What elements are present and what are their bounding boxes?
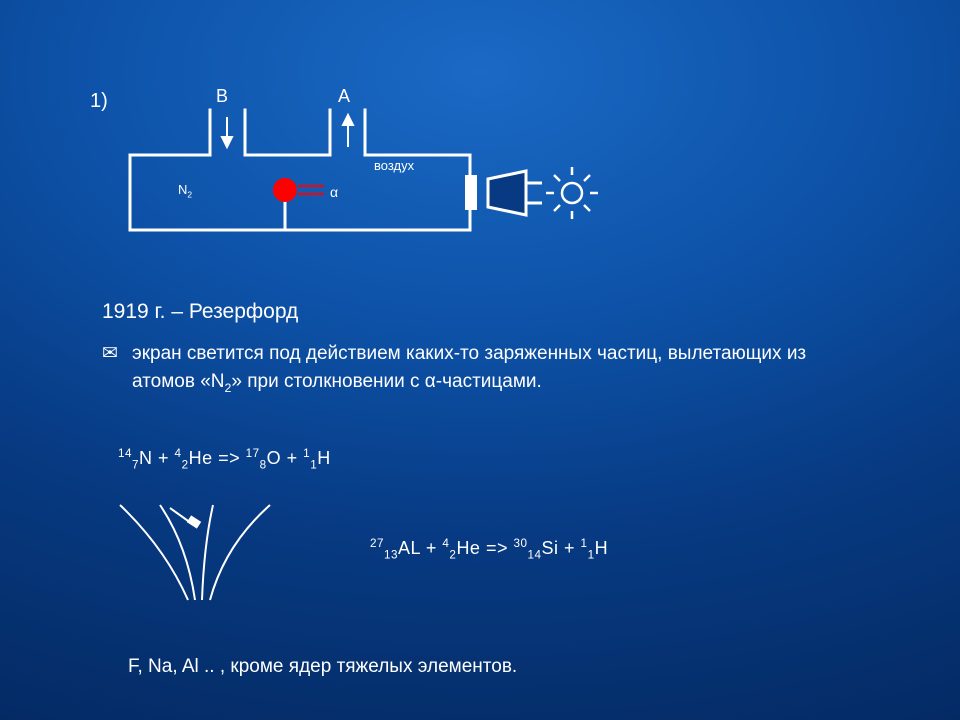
slide-number: 1) [90, 90, 108, 113]
arrow-up-icon [343, 115, 353, 147]
slide: 1) [0, 0, 960, 720]
eye-icon [546, 167, 598, 219]
bullet-text: экран светится под действием каких-то за… [132, 340, 872, 395]
apparatus-diagram [110, 75, 600, 255]
label-n2: N2 [178, 182, 192, 197]
heading: 1919 г. – Резерфорд [102, 300, 298, 324]
bullet-marker-icon: ✉ [102, 342, 118, 365]
footer-text: F, Na, Al .. , кроме ядер тяжелых элемен… [128, 656, 517, 678]
label-b: B [216, 86, 228, 107]
equation-2: 2713AL + 42He => 3014Si + 11H [370, 538, 608, 559]
label-alpha: α [330, 184, 338, 200]
tracks-sketch [95, 490, 310, 605]
alpha-source-icon [268, 178, 324, 230]
equation-1: 147N + 42He => 178O + 11H [118, 448, 331, 469]
arrow-down-icon [222, 117, 232, 147]
viewer-icon [488, 171, 542, 215]
label-air: воздух [374, 158, 414, 173]
label-a: A [338, 86, 350, 107]
